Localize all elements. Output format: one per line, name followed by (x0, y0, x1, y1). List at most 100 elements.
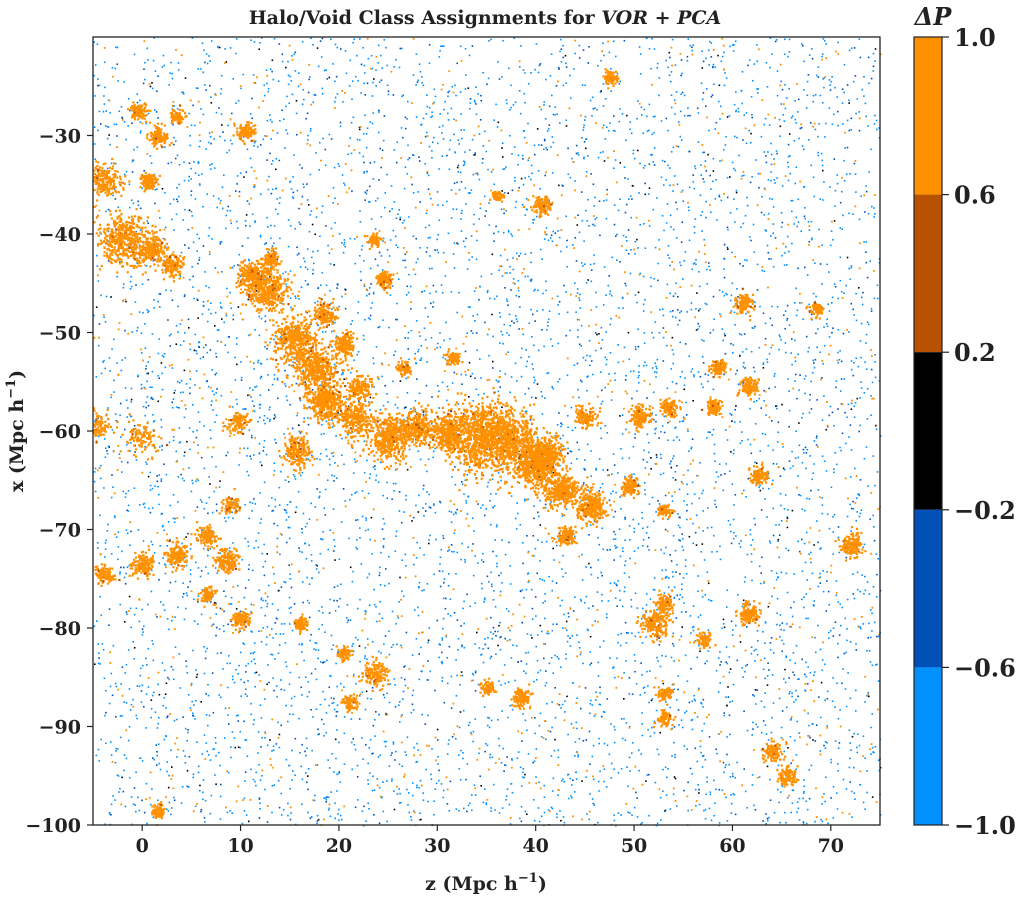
void-point (711, 42, 713, 44)
void-point (436, 347, 438, 349)
void-point (333, 771, 335, 773)
void-point (586, 813, 588, 815)
void-point (764, 658, 766, 660)
void-point (221, 88, 223, 90)
void-point (817, 542, 819, 544)
void-point (135, 301, 137, 303)
void-point (351, 769, 353, 771)
void-point (353, 39, 355, 41)
void-point (504, 324, 506, 326)
void-point (605, 138, 607, 140)
void-point (708, 64, 710, 66)
void-point (560, 39, 562, 41)
void-point (525, 652, 527, 654)
void-point (559, 704, 561, 706)
void-point (738, 108, 740, 110)
void-point (184, 417, 186, 419)
void-point (194, 384, 196, 386)
void-point (701, 339, 703, 341)
void-point (337, 47, 339, 49)
void-point (336, 715, 338, 717)
void-point (665, 495, 667, 497)
void-point (859, 516, 861, 518)
void-point (383, 518, 385, 520)
void-point (743, 490, 745, 492)
void-point (408, 792, 410, 794)
void-point (421, 345, 423, 347)
void-point (873, 216, 875, 218)
void-point (868, 623, 870, 625)
void-point (403, 666, 405, 668)
void-point (501, 582, 503, 584)
void-point (789, 39, 791, 41)
void-point (461, 543, 463, 545)
void-point (267, 91, 269, 93)
void-point (143, 170, 145, 172)
void-point (290, 578, 292, 580)
void-point (679, 489, 681, 491)
void-point (497, 631, 499, 633)
void-point (750, 529, 752, 531)
void-point (742, 265, 744, 267)
void-point (153, 307, 155, 309)
void-point (241, 379, 243, 381)
void-point (399, 764, 401, 766)
void-point (534, 820, 536, 822)
void-point (581, 262, 583, 264)
void-point (567, 448, 569, 450)
void-point (861, 297, 863, 299)
void-point (713, 318, 715, 320)
void-point (643, 687, 645, 689)
void-point (598, 790, 600, 792)
void-point (311, 577, 313, 579)
void-point (330, 263, 332, 265)
void-point (808, 221, 810, 223)
void-point (765, 155, 767, 157)
void-point (531, 173, 533, 175)
void-point (797, 475, 799, 477)
void-point (815, 94, 817, 96)
void-point (586, 376, 588, 378)
void-point (704, 559, 706, 561)
void-point (379, 81, 381, 83)
void-point (678, 525, 680, 527)
void-point (550, 75, 552, 77)
void-point (616, 605, 618, 607)
void-point (713, 158, 715, 160)
void-point (854, 47, 856, 49)
void-point (806, 498, 808, 500)
void-point (585, 360, 587, 362)
void-point (228, 772, 230, 774)
void-point (421, 76, 423, 78)
void-point (750, 182, 752, 184)
void-point (681, 139, 683, 141)
void-point (554, 114, 556, 116)
void-point (795, 183, 797, 185)
void-point (773, 702, 775, 704)
void-point (364, 286, 366, 288)
void-point (311, 673, 313, 675)
void-point (439, 563, 441, 565)
void-point (105, 540, 107, 542)
void-point (521, 821, 523, 823)
void-point (792, 465, 794, 467)
void-point (123, 770, 125, 772)
void-point (307, 775, 309, 777)
void-point (369, 287, 371, 289)
void-point (528, 83, 530, 85)
void-point (721, 200, 723, 202)
void-point (848, 436, 850, 438)
void-point (780, 493, 782, 495)
void-point (458, 768, 460, 770)
void-point (769, 540, 771, 542)
void-point (557, 230, 559, 232)
void-point (647, 526, 649, 528)
void-point (806, 532, 808, 534)
void-point (271, 628, 273, 630)
void-point (469, 108, 471, 110)
void-point (410, 286, 412, 288)
void-point (341, 242, 343, 244)
void-point (540, 63, 542, 65)
void-point (162, 355, 164, 357)
void-point (586, 171, 588, 173)
